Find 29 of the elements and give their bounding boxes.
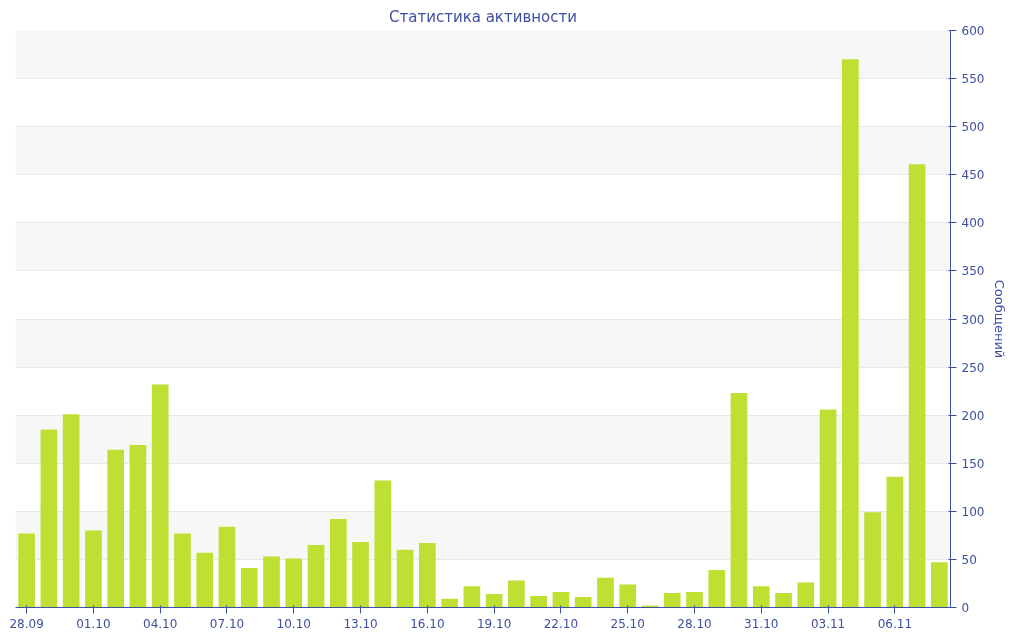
- y-tick-label: 600: [961, 24, 985, 38]
- x-tick-label: 31.10: [744, 616, 779, 631]
- y-tick-label: 0: [961, 601, 970, 615]
- y-tick-label: 150: [961, 456, 985, 471]
- y-tick-label: 300: [961, 312, 985, 327]
- x-tick-label: 19.10: [476, 616, 512, 631]
- y-tick-label: 400: [961, 216, 985, 231]
- y-tick-label: 550: [961, 72, 985, 87]
- x-tick-label: 10.10: [276, 616, 311, 631]
- chart-title: Статистика активности: [389, 7, 577, 26]
- y-tick-label: 350: [961, 264, 985, 279]
- y-tick-label: 200: [961, 408, 985, 423]
- x-tick-label: 01.10: [76, 616, 111, 631]
- x-tick-label: 06.11: [877, 616, 913, 631]
- x-tick-label: 04.10: [143, 616, 178, 631]
- y-tick-label: 500: [961, 120, 985, 135]
- x-tick-label: 13.10: [343, 616, 378, 631]
- x-tick-label: 28.09: [9, 616, 44, 631]
- y-axis-title: Сообщений: [992, 279, 1008, 359]
- y-tick-label: 100: [961, 504, 985, 519]
- x-tick-label: 28.10: [677, 616, 712, 631]
- x-tick-label: 25.10: [610, 616, 645, 631]
- x-tick-label: 03.11: [810, 616, 846, 631]
- y-tick-label: 450: [961, 168, 985, 183]
- x-tick-label: 07.10: [209, 616, 245, 631]
- y-tick-label: 50: [961, 552, 977, 567]
- y-tick-label: 250: [961, 360, 985, 375]
- x-tick-label: 22.10: [543, 616, 579, 631]
- x-tick-label: 16.10: [410, 616, 445, 631]
